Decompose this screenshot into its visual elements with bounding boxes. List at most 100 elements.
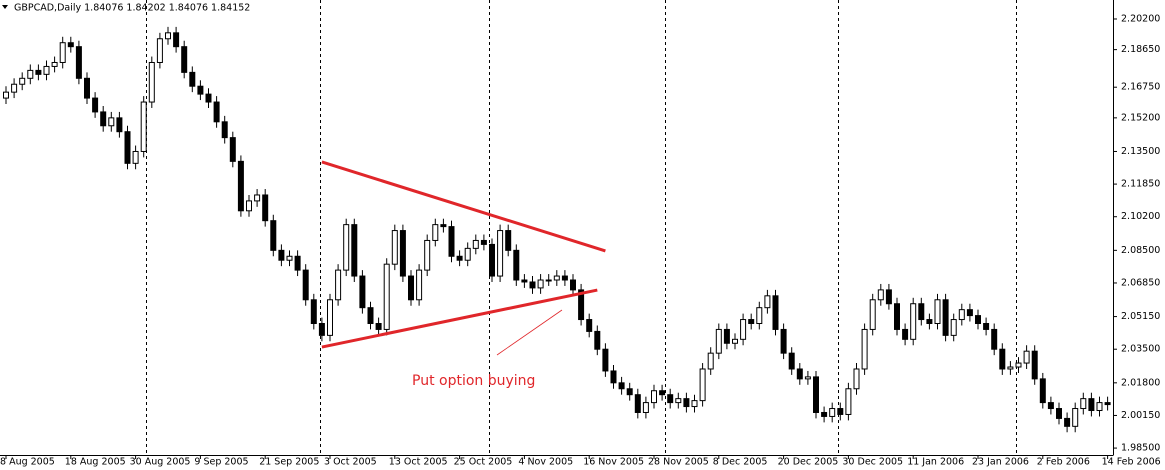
candle-body	[659, 390, 666, 396]
candle	[237, 155, 244, 217]
candle-body	[181, 46, 188, 73]
candle-body	[740, 319, 747, 340]
candle	[999, 343, 1006, 375]
candle-body	[885, 289, 892, 305]
y-tick-label: 2.06850	[1121, 277, 1160, 288]
candle	[367, 301, 374, 330]
candle-body	[707, 352, 714, 370]
candle	[19, 72, 26, 91]
candle	[683, 392, 690, 413]
candle-body	[642, 402, 649, 413]
candle	[756, 301, 763, 330]
candle	[796, 363, 803, 385]
candle	[545, 274, 552, 286]
candle	[813, 370, 819, 419]
candle-body	[359, 275, 366, 309]
candle-body	[254, 194, 261, 202]
candle-body	[764, 295, 771, 309]
candle	[294, 250, 301, 277]
candle	[958, 303, 965, 326]
candle	[642, 396, 649, 419]
candle-body	[197, 85, 204, 95]
candle	[626, 382, 633, 401]
candle-body	[262, 194, 269, 222]
candle-body	[229, 137, 236, 162]
candle-body	[837, 408, 844, 415]
candle-body	[991, 328, 998, 350]
candle-body	[1039, 378, 1046, 404]
candle-body	[651, 390, 657, 404]
x-tick-label: 3 Oct 2005	[324, 457, 377, 468]
candle-body	[570, 279, 576, 291]
candle	[327, 293, 333, 342]
candle	[853, 363, 860, 395]
candle-body	[480, 239, 487, 245]
candle	[1015, 357, 1022, 373]
candle	[902, 323, 909, 346]
candle	[472, 234, 479, 255]
candle	[934, 293, 941, 330]
candle	[861, 323, 868, 375]
x-tick-label: 25 Oct 2005	[454, 457, 513, 468]
candle-body	[286, 255, 293, 261]
candle-body	[116, 117, 123, 133]
candle	[950, 313, 957, 342]
candle-body	[529, 281, 536, 289]
candle-body	[788, 352, 795, 370]
candle	[634, 388, 641, 419]
x-tick-label: 2 Feb 2006	[1037, 457, 1090, 468]
candle-body	[327, 299, 333, 336]
candle-body	[626, 388, 633, 396]
candle-body	[399, 230, 406, 277]
y-tick-label: 2.20200	[1121, 13, 1160, 24]
candle-body	[756, 307, 763, 325]
x-tick-label: 28 Nov 2005	[648, 457, 709, 468]
candle	[383, 258, 390, 336]
candle-body	[35, 69, 42, 75]
pointer-line	[496, 309, 563, 356]
candle	[1088, 392, 1095, 417]
candle	[537, 274, 544, 294]
candle-body	[950, 319, 957, 336]
candle	[480, 234, 487, 251]
candle	[189, 66, 196, 93]
x-tick-label: 14 Feb 2006	[1102, 457, 1161, 468]
candle	[570, 274, 576, 296]
x-tick-label: 9 Sep 2005	[194, 457, 248, 468]
candle-body	[804, 376, 811, 380]
y-tick-label: 2.01800	[1121, 377, 1160, 388]
candle	[3, 86, 9, 105]
candle-body	[618, 382, 625, 390]
candle-body	[67, 42, 74, 48]
candle-body	[1047, 402, 1054, 410]
x-tick-label: 16 Nov 2005	[583, 457, 644, 468]
x-tick-label: 23 Jan 2006	[972, 457, 1029, 468]
candle-body	[416, 269, 423, 301]
candle	[707, 347, 714, 375]
candle-body	[1015, 362, 1022, 368]
candle	[318, 317, 325, 342]
candle	[254, 189, 261, 207]
candle	[667, 388, 674, 409]
annotation: Put option buying	[412, 373, 535, 389]
candle-body	[391, 230, 398, 265]
candle	[156, 32, 163, 69]
candle-body	[578, 289, 585, 321]
candle-body	[934, 299, 941, 325]
candle	[124, 125, 131, 170]
y-tick-label: 2.18650	[1121, 44, 1160, 55]
candle-body	[699, 368, 706, 402]
candle	[359, 270, 366, 314]
candle	[140, 96, 147, 158]
candle-body	[521, 279, 528, 283]
candle-body	[156, 38, 163, 63]
candle	[659, 384, 666, 401]
y-tick-label: 2.13500	[1121, 146, 1160, 157]
candle	[837, 402, 844, 421]
candle	[497, 224, 504, 282]
y-tick-label: 2.11850	[1121, 179, 1160, 190]
candle	[732, 333, 738, 350]
candle-body	[1007, 366, 1014, 370]
candle-body	[84, 77, 90, 99]
candle-body	[845, 388, 852, 415]
